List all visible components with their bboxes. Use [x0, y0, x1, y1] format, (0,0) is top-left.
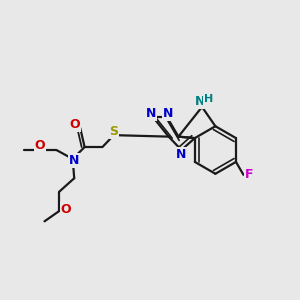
Text: N: N: [195, 95, 206, 108]
Text: N: N: [176, 148, 187, 161]
Text: N: N: [163, 107, 173, 120]
Text: F: F: [244, 168, 253, 181]
Text: O: O: [70, 118, 80, 131]
Text: H: H: [204, 94, 213, 104]
Text: O: O: [61, 203, 71, 216]
Text: S: S: [109, 125, 118, 138]
Text: N: N: [69, 154, 80, 167]
Text: N: N: [146, 107, 156, 120]
Text: O: O: [35, 139, 45, 152]
